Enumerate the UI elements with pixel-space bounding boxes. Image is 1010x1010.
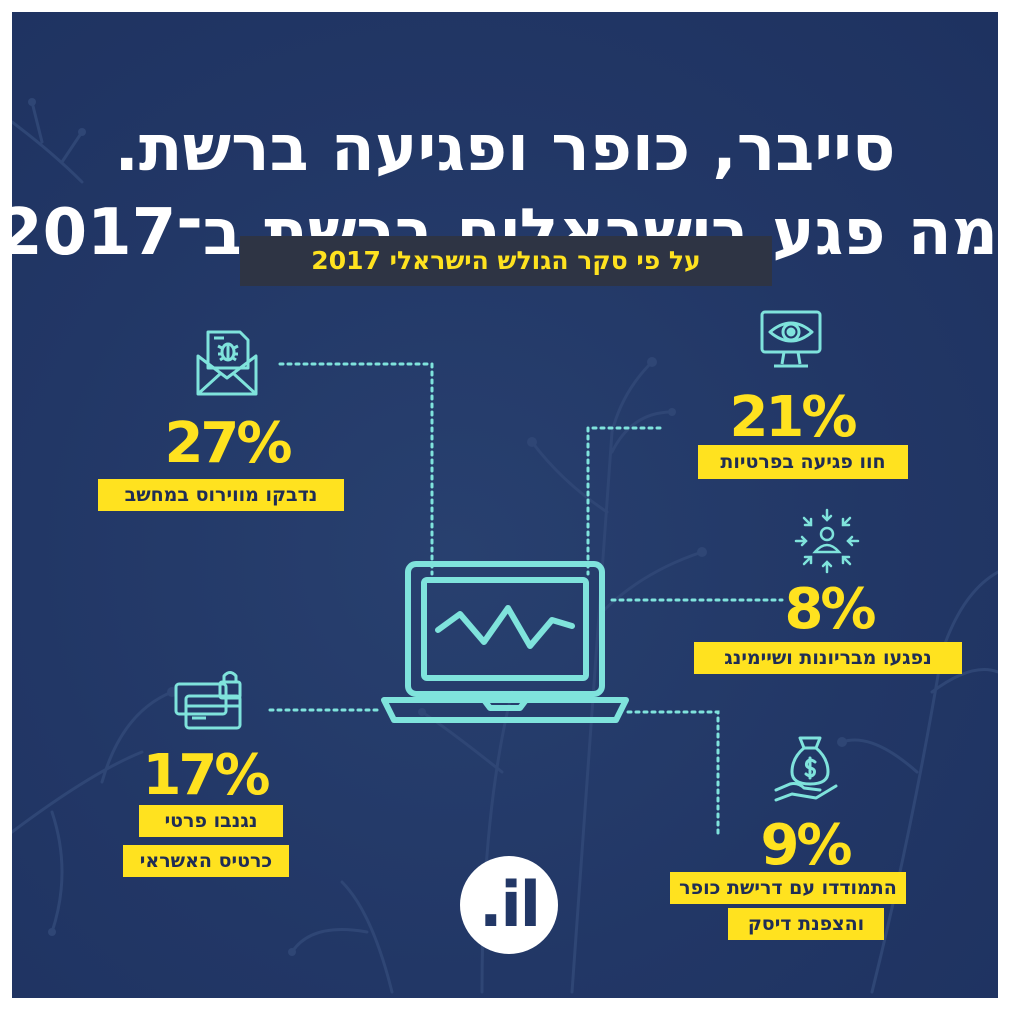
credit-percent: 17% <box>142 743 270 808</box>
connector-lines <box>268 362 784 840</box>
bullying-percent: 8% <box>784 577 876 642</box>
il-logo: .il <box>460 856 558 954</box>
targeted-person-icon <box>794 508 860 574</box>
credit-label-line-1: נגנבו פרטי <box>139 805 283 837</box>
ransom-label-line-2: והצפנת דיסק <box>728 908 884 940</box>
infographic: סייבר, כופר ופגיעה ברשת. מה פגע בישראלים… <box>12 12 998 998</box>
ransom-label-line-1: התמודדו עם דרישת כופר <box>670 872 906 904</box>
money-bag-hand-icon <box>774 736 838 802</box>
privacy-label: חוו פגיעה בפרטיות <box>698 445 908 479</box>
laptop-pulse-icon <box>381 561 629 723</box>
subtitle: על פי סקר הגולש הישראלי 2017 <box>240 236 772 286</box>
bug-envelope-icon <box>196 330 258 396</box>
credit-label-line-2: כרטיס האשראי <box>123 845 289 877</box>
ransom-percent: 9% <box>760 813 852 878</box>
virus-percent: 27% <box>164 411 292 476</box>
title-line-1: סייבר, כופר ופגיעה ברשת. <box>114 111 896 186</box>
locked-credit-card-icon <box>174 671 242 730</box>
eye-monitor-icon <box>760 310 822 368</box>
bullying-label: נפגעו מבריונות ושיימינג <box>694 642 962 674</box>
privacy-percent: 21% <box>729 385 857 450</box>
virus-label: נדבקו מווירוס במחשב <box>98 479 344 511</box>
